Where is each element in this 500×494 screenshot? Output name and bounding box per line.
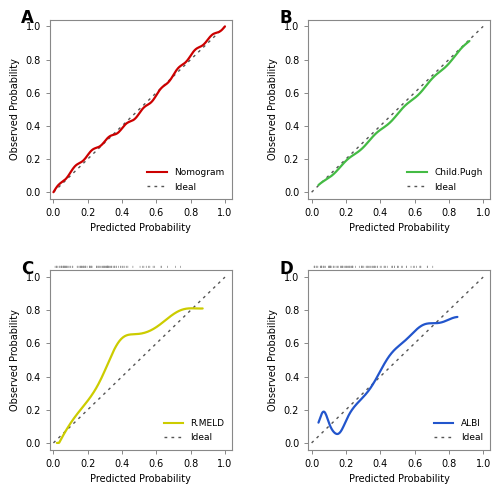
Text: B: B (279, 9, 291, 27)
Legend: R.MELD, Ideal: R.MELD, Ideal (161, 416, 228, 445)
Legend: Child.Pugh, Ideal: Child.Pugh, Ideal (404, 165, 485, 194)
Text: A: A (21, 9, 34, 27)
Y-axis label: Observed Probability: Observed Probability (10, 309, 20, 411)
Y-axis label: Observed Probability: Observed Probability (10, 58, 20, 160)
Text: C: C (21, 260, 33, 278)
X-axis label: Predicted Probability: Predicted Probability (90, 223, 192, 234)
Text: D: D (279, 260, 293, 278)
Legend: ALBI, Ideal: ALBI, Ideal (431, 416, 486, 445)
X-axis label: Predicted Probability: Predicted Probability (90, 474, 192, 484)
X-axis label: Predicted Probability: Predicted Probability (348, 223, 450, 234)
X-axis label: Predicted Probability: Predicted Probability (348, 474, 450, 484)
Y-axis label: Observed Probability: Observed Probability (268, 58, 278, 160)
Y-axis label: Observed Probability: Observed Probability (268, 309, 278, 411)
Legend: Nomogram, Ideal: Nomogram, Ideal (144, 165, 228, 194)
